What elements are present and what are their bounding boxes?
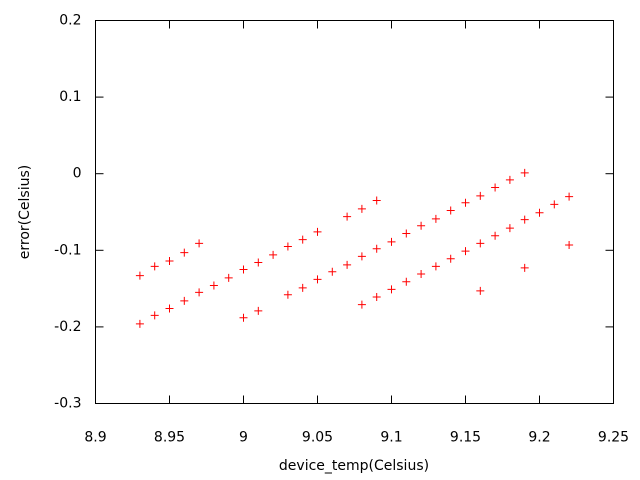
point [387,285,396,294]
point [328,267,337,276]
point [165,304,174,313]
point [180,296,189,305]
point [446,254,455,263]
x-axis-label: device_temp(Celsius) [279,458,429,474]
x-tick-label: 8.9 [84,430,106,446]
point [402,277,411,286]
point [461,198,470,207]
point [372,293,381,302]
point [476,239,485,248]
point [505,175,514,184]
point [343,212,352,221]
point [298,235,307,244]
point [372,244,381,253]
point [387,237,396,246]
y-axis-label: error(Celsius) [17,165,33,259]
point [239,265,248,274]
x-tick-label: 9.2 [528,430,550,446]
point [446,206,455,215]
point [239,313,248,322]
point [535,208,544,217]
point [565,192,574,201]
point [150,262,159,271]
point [283,290,292,299]
point [357,252,366,261]
point [357,204,366,213]
y-tick-label: -0.2 [54,319,81,335]
point [520,168,529,177]
point [180,248,189,257]
point [372,196,381,205]
point [195,239,204,248]
point [313,227,322,236]
point [431,214,440,223]
point [283,242,292,251]
y-tick-label: 0 [73,166,82,182]
x-tick-label: 9.1 [380,430,402,446]
point [269,250,278,259]
point [165,257,174,266]
y-tick-label: -0.3 [54,396,81,412]
point [254,258,263,267]
point [505,224,514,233]
point [520,215,529,224]
point [476,191,485,200]
point [357,300,366,309]
point [313,275,322,284]
point [565,240,574,249]
point [550,200,559,209]
point [224,273,233,282]
y-tick-label: -0.1 [54,242,81,258]
point [402,229,411,238]
point [135,319,144,328]
point [209,281,218,290]
x-tick-label: 9 [239,430,248,446]
point [476,286,485,295]
point [520,263,529,272]
x-tick-label: 9.25 [598,430,629,446]
point [417,221,426,230]
x-tick-label: 8.95 [154,430,185,446]
point [491,231,500,240]
x-tick-label: 9.15 [450,430,481,446]
plot-border [95,20,614,404]
point [343,260,352,269]
point [254,306,263,315]
point [135,271,144,280]
point [417,270,426,279]
point [431,262,440,271]
point [150,311,159,320]
point [195,288,204,297]
y-tick-label: 0.2 [59,13,81,29]
point [461,247,470,256]
point [491,183,500,192]
x-tick-label: 9.05 [302,430,333,446]
point [298,283,307,292]
y-tick-label: 0.1 [59,89,81,105]
